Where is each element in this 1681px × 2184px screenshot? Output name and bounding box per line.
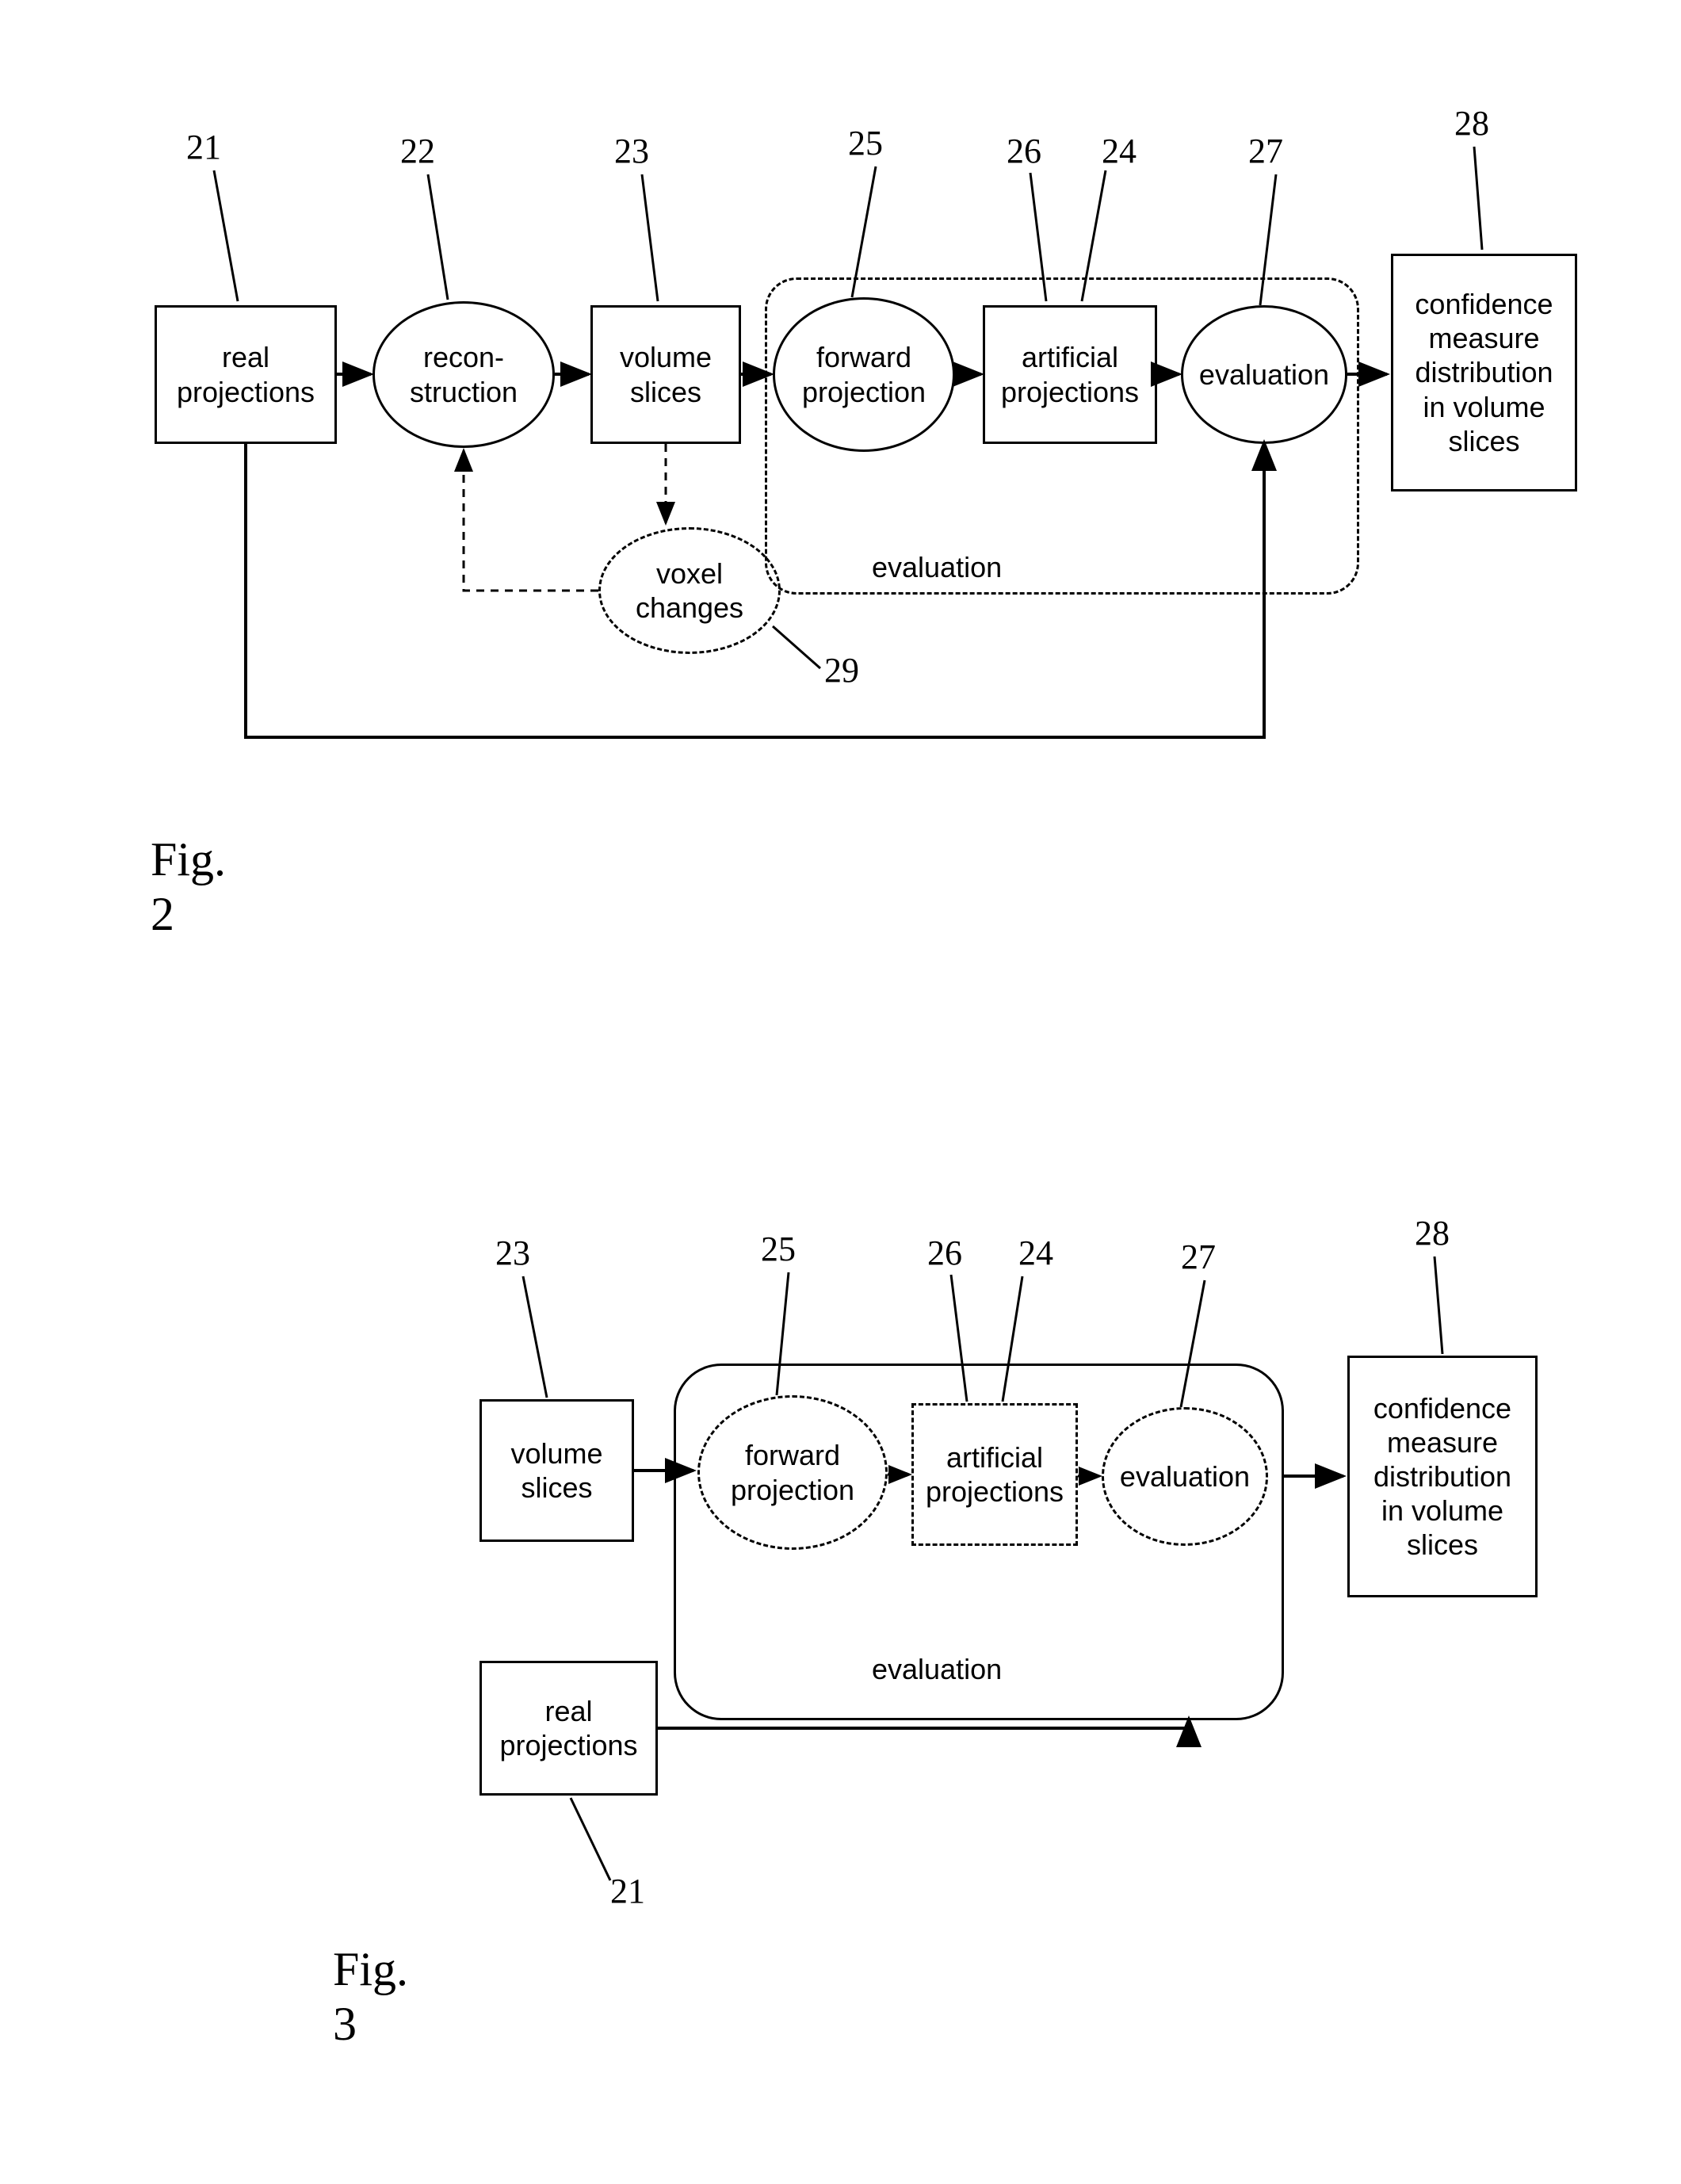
label-27-fig2: 27	[1248, 131, 1283, 171]
label-26-fig2: 26	[1007, 131, 1041, 171]
label-21-fig3: 21	[610, 1871, 645, 1911]
evaluation-ellipse-fig3: evaluation	[1102, 1407, 1268, 1546]
eval-container-label-fig2: evaluation	[872, 551, 1002, 584]
label-25-fig3: 25	[761, 1229, 796, 1269]
confidence-text-fig3: confidence measure distribution in volum…	[1373, 1391, 1511, 1562]
confidence-box-fig3: confidence measure distribution in volum…	[1347, 1356, 1538, 1597]
forward-projection-text-fig2: forward projection	[802, 340, 926, 408]
real-projections-text-fig2: real projections	[177, 340, 315, 408]
reconstruction-text-fig2: recon- struction	[410, 340, 518, 408]
label-28-fig3: 28	[1415, 1213, 1450, 1253]
eval-container-label-fig3: evaluation	[872, 1653, 1002, 1686]
forward-projection-ellipse-fig2: forward projection	[773, 297, 955, 452]
label-23-fig2: 23	[614, 131, 649, 171]
voxel-changes-ellipse-fig2: voxel changes	[598, 527, 781, 654]
figure-3-caption: Fig. 3	[333, 1942, 408, 2052]
figure-2-caption: Fig. 2	[151, 832, 226, 942]
confidence-box-fig2: confidence measure distribution in volum…	[1391, 254, 1577, 491]
forward-projection-text-fig3: forward projection	[731, 1438, 854, 1506]
real-projections-box-fig3: real projections	[479, 1661, 658, 1796]
label-23-fig3: 23	[495, 1233, 530, 1273]
volume-slices-text-fig2: volume slices	[620, 340, 712, 408]
artificial-projections-text-fig3: artificial projections	[926, 1440, 1064, 1509]
label-29-fig2: 29	[824, 650, 859, 690]
label-26-fig3: 26	[927, 1233, 962, 1273]
evaluation-ellipse-fig2: evaluation	[1181, 305, 1347, 444]
reconstruction-ellipse-fig2: recon- struction	[372, 301, 555, 448]
label-25-fig2: 25	[848, 123, 883, 163]
artificial-projections-box-fig3: artificial projections	[911, 1403, 1078, 1546]
evaluation-text-fig2: evaluation	[1199, 358, 1329, 392]
volume-slices-text-fig3: volume slices	[510, 1436, 602, 1505]
label-27-fig3: 27	[1181, 1237, 1216, 1277]
volume-slices-box-fig2: volume slices	[590, 305, 741, 444]
evaluation-text-fig3: evaluation	[1120, 1459, 1250, 1494]
confidence-text-fig2: confidence measure distribution in volum…	[1415, 287, 1553, 458]
forward-projection-ellipse-fig3: forward projection	[697, 1395, 888, 1550]
artificial-projections-text-fig2: artificial projections	[1001, 340, 1139, 408]
label-22-fig2: 22	[400, 131, 435, 171]
real-projections-text-fig3: real projections	[499, 1694, 637, 1762]
voxel-changes-text-fig2: voxel changes	[636, 557, 743, 625]
label-21-fig2: 21	[186, 127, 221, 167]
artificial-projections-box-fig2: artificial projections	[983, 305, 1157, 444]
volume-slices-box-fig3: volume slices	[479, 1399, 634, 1542]
label-28-fig2: 28	[1454, 103, 1489, 143]
label-24-fig2: 24	[1102, 131, 1137, 171]
label-24-fig3: 24	[1018, 1233, 1053, 1273]
real-projections-box-fig2: real projections	[155, 305, 337, 444]
